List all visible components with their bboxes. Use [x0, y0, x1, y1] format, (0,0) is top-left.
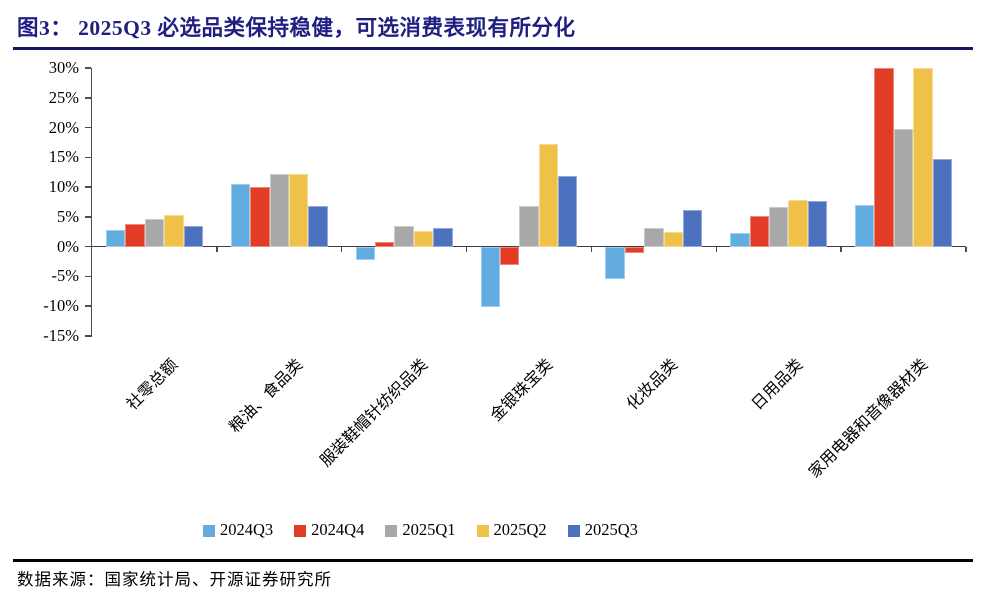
legend-item-2025Q1: 2025Q1 [385, 520, 456, 540]
bar-2024Q4-cat3 [499, 246, 520, 266]
bar-2024Q4-cat4 [624, 246, 645, 254]
y-axis-tick [84, 216, 91, 218]
legend-item-2025Q3: 2025Q3 [567, 520, 638, 540]
x-axis-tick [715, 246, 718, 253]
bar-chart: 30% 25% 20% 15% 10% 5% 0% -5% -10% -15% 社零总额 粮油、食品类… [43, 58, 967, 482]
y-axis-tick-label: -10% [43, 296, 79, 316]
legend-item-2025Q2: 2025Q2 [476, 520, 547, 540]
y-axis-tick [84, 126, 91, 129]
legend-item-2024Q4: 2024Q4 [294, 520, 364, 540]
bar-2024Q3-cat4 [605, 246, 625, 280]
category-label: 化妆品类 [623, 356, 682, 414]
bar-2025Q2-cat5 [788, 200, 808, 247]
y-axis-tick-label: -5% [51, 266, 80, 286]
y-axis-tick [84, 97, 91, 99]
category-label: 服装鞋帽针纺织品类 [317, 356, 432, 471]
legend-label: 2025Q1 [402, 520, 456, 539]
y-axis-tick [84, 156, 91, 159]
category-label: 日用品类 [748, 356, 806, 414]
y-axis-tick-label: 20% [48, 117, 79, 137]
bar-2025Q1-cat4 [644, 227, 664, 247]
y-axis-tick [84, 67, 91, 69]
y-axis-tick [84, 335, 91, 337]
bar-2024Q4-cat5 [749, 215, 769, 247]
y-axis-tick-label: 25% [48, 87, 79, 107]
footer-rule-divider [13, 559, 973, 562]
category-label: 粮油、食品类 [226, 356, 307, 437]
legend-swatch-icon [294, 525, 307, 537]
x-axis-tick [840, 246, 842, 253]
x-axis-tick [590, 246, 593, 253]
bar-2025Q2-cat6 [913, 68, 933, 247]
legend-item-2024Q3: 2024Q3 [203, 520, 273, 540]
title-rule-divider [13, 47, 973, 50]
legend-swatch-icon [203, 525, 215, 537]
bar-2024Q3-cat0 [105, 229, 126, 247]
legend-swatch-icon [385, 525, 398, 537]
category-label: 家用电器和音像器材类 [805, 356, 931, 482]
y-axis-line [90, 68, 93, 337]
bar-2025Q1-cat6 [893, 129, 914, 247]
x-axis-tick [216, 246, 218, 253]
legend-label: 2024Q3 [220, 520, 274, 539]
legend-swatch-icon [476, 525, 489, 537]
bar-2025Q1-cat3 [519, 205, 539, 247]
bar-2024Q4-cat6 [874, 68, 894, 247]
bar-2025Q3-cat0 [183, 226, 203, 247]
chart-legend: 2024Q3 2024Q4 2025Q1 2025Q2 2025Q3 [203, 520, 638, 540]
y-axis-tick-label: -15% [43, 326, 79, 345]
y-axis-tick [84, 305, 91, 307]
bar-2025Q3-cat1 [308, 206, 328, 247]
data-source-note: 数据来源：国家统计局、开源证券研究所 [17, 570, 332, 589]
bar-2024Q4-cat1 [250, 186, 270, 247]
bar-2025Q3-cat3 [558, 176, 578, 247]
y-axis-tick [84, 275, 91, 278]
y-axis-tick [84, 186, 91, 188]
bar-2024Q3-cat2 [355, 246, 376, 261]
bar-2024Q3-cat1 [230, 184, 251, 247]
y-axis-tick-label: 30% [48, 58, 79, 77]
bar-2024Q4-cat2 [375, 242, 395, 247]
y-axis-tick-label: 0% [57, 236, 79, 256]
bar-2025Q2-cat0 [164, 214, 184, 247]
bar-2024Q3-cat3 [480, 246, 500, 308]
x-axis-tick [965, 246, 967, 253]
category-label: 社零总额 [124, 356, 182, 414]
bar-2025Q3-cat6 [932, 158, 953, 247]
x-axis-tick [340, 246, 343, 253]
bar-2025Q2-cat2 [413, 230, 434, 247]
bar-2025Q1-cat5 [769, 206, 789, 247]
bar-2025Q2-cat3 [538, 144, 559, 247]
legend-label: 2025Q3 [584, 520, 638, 539]
bar-2025Q1-cat2 [394, 226, 414, 247]
figure-title: 图3： 2025Q3 必选品类保持稳健，可选消费表现有所分化 [17, 16, 576, 40]
bar-2025Q3-cat4 [682, 209, 703, 247]
bar-2025Q2-cat4 [663, 231, 683, 247]
legend-label: 2024Q4 [311, 520, 365, 539]
bar-2025Q3-cat2 [433, 227, 453, 247]
y-axis-tick-label: 15% [48, 147, 79, 167]
y-axis-tick [84, 245, 91, 248]
bar-2024Q3-cat5 [730, 232, 750, 247]
bar-2025Q1-cat1 [269, 174, 289, 247]
bar-2024Q3-cat6 [855, 204, 875, 247]
bar-2025Q2-cat1 [288, 174, 309, 247]
bar-2025Q3-cat5 [807, 201, 828, 247]
category-label: 金银珠宝类 [487, 356, 557, 425]
bar-2025Q1-cat0 [144, 219, 165, 247]
legend-swatch-icon [567, 525, 580, 537]
y-axis-tick-label: 10% [48, 177, 79, 197]
x-axis-baseline [92, 245, 966, 248]
legend-label: 2025Q2 [493, 520, 547, 539]
x-axis-tick [465, 246, 468, 253]
y-axis-tick-label: 5% [57, 206, 79, 226]
bar-2024Q4-cat0 [125, 224, 145, 247]
